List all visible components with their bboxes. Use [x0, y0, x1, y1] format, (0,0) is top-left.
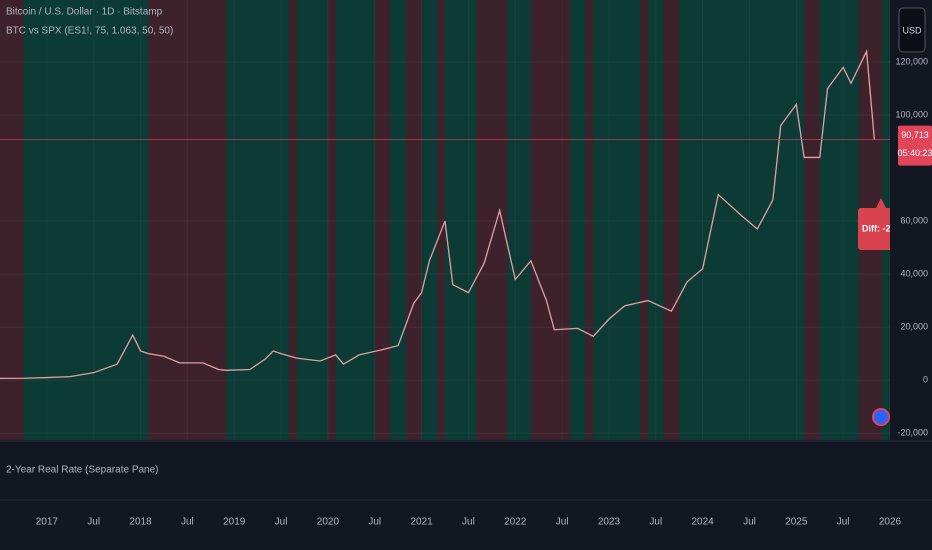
x-tick-label: 2021	[410, 517, 433, 528]
red-period	[288, 0, 297, 440]
y-tick-label: -20,000	[897, 427, 928, 437]
red-period	[374, 0, 391, 440]
red-period	[405, 0, 422, 440]
x-tick-label: Jul	[275, 517, 288, 528]
red-period	[530, 0, 570, 440]
y-tick-label: 0	[923, 374, 928, 384]
indicator-title: BTC vs SPX (ES1!, 75, 1.063, 50, 50)	[6, 26, 173, 37]
red-period	[0, 0, 24, 440]
x-tick-label: Jul	[649, 517, 662, 528]
diff-box	[858, 208, 890, 250]
diff-label: Diff: -27.07%	[862, 223, 916, 233]
price-line	[0, 49, 876, 380]
event-icon	[872, 408, 890, 426]
x-tick-label: 2020	[317, 517, 340, 528]
x-tick-label: Jul	[181, 517, 194, 528]
price-tag-label: 90,713	[901, 130, 929, 140]
x-tick-label: Jul	[368, 517, 381, 528]
y-tick-label: 120,000	[895, 56, 928, 66]
red-period	[663, 0, 680, 440]
x-tick-label: 2026	[879, 517, 902, 528]
regime-bands	[0, 0, 890, 440]
x-tick-label: Jul	[87, 517, 100, 528]
x-tick-label: Jul	[743, 517, 756, 528]
x-tick-label: 2019	[223, 517, 246, 528]
x-tick-label: 2023	[598, 517, 621, 528]
red-period	[327, 0, 336, 440]
chart-title: Bitcoin / U.S. Dollar · 1D · Bitstamp	[6, 7, 163, 18]
diff-pointer	[876, 198, 886, 208]
overlay: 90,713 05:40:23 Diff: -27.07%	[858, 125, 932, 426]
x-tick-label: Jul	[837, 517, 850, 528]
red-period	[640, 0, 648, 440]
red-period	[437, 0, 445, 440]
x-tick-label: 2018	[129, 517, 152, 528]
red-period	[585, 0, 594, 440]
y-tick-label: 20,000	[900, 321, 928, 331]
diff-annotation: Diff: -27.07%	[858, 198, 916, 250]
x-tick-label: 2017	[36, 517, 59, 528]
y-tick-label: 40,000	[900, 268, 928, 278]
y-tick-label: 60,000	[900, 215, 928, 225]
price-layer	[0, 49, 890, 380]
currency-label: USD	[902, 25, 922, 35]
x-tick-label: Jul	[556, 517, 569, 528]
countdown: 05:40:23	[897, 148, 932, 158]
price-tag	[898, 125, 932, 166]
red-period	[804, 0, 820, 440]
x-tick-label: 2024	[692, 517, 715, 528]
lower-pane-title: 2-Year Real Rate (Separate Pane)	[6, 465, 159, 476]
x-tick-label: 2025	[785, 517, 808, 528]
red-period	[476, 0, 508, 440]
currency-button[interactable]	[898, 7, 926, 53]
y-tick-label: 100,000	[895, 109, 928, 119]
x-tick-label: Jul	[462, 517, 475, 528]
grid	[0, 0, 890, 440]
x-tick-label: 2022	[504, 517, 527, 528]
